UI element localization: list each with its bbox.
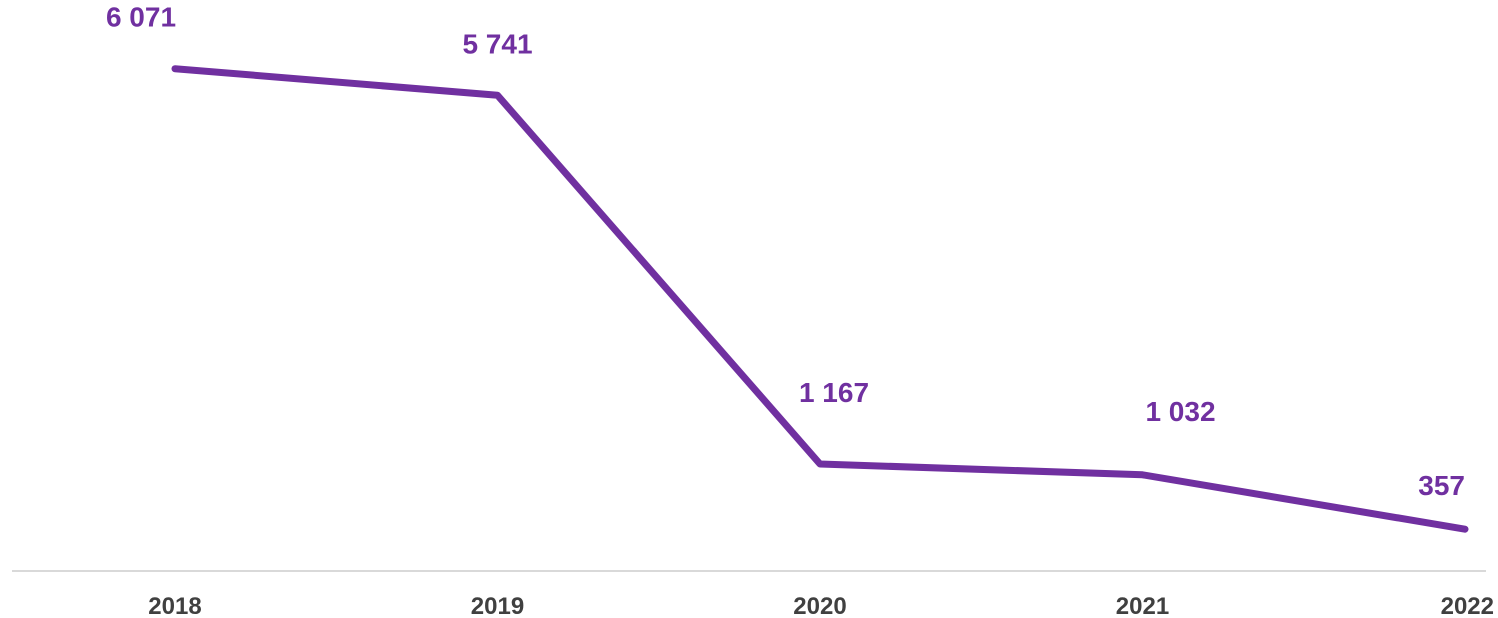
data-label-2020: 1 167 [799,377,869,408]
series-line [171,65,1469,533]
data-label-2019: 5 741 [462,28,532,59]
x-tick-label-2020: 2020 [793,593,846,618]
x-tick-label-2019: 2019 [471,593,524,618]
x-tick-label-2022: 2022 [1441,593,1494,618]
data-label-2021: 1 032 [1145,396,1215,427]
x-tick-label-2018: 2018 [148,593,201,618]
data-label-2022: 357 [1418,470,1465,501]
data-label-2018: 6 071 [106,2,176,33]
x-tick-label-2021: 2021 [1116,593,1169,618]
